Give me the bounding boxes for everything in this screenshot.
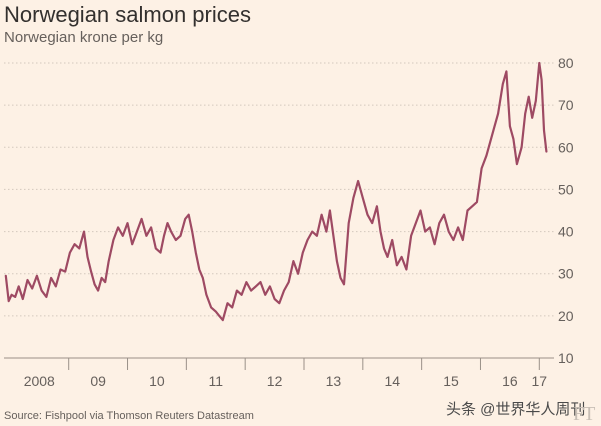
y-tick-label: 40 <box>558 224 574 240</box>
ft-logo: FT <box>573 403 595 425</box>
source-note: Source: Fishpool via Thomson Reuters Dat… <box>4 410 254 422</box>
x-tick-label: 17 <box>532 373 548 389</box>
watermark-text: 头条 @世界华人周刊 <box>446 401 586 418</box>
y-tick-label: 10 <box>558 350 574 366</box>
x-tick-label: 10 <box>149 373 165 389</box>
x-tick-label: 2008 <box>24 373 55 389</box>
chart-title: Norwegian salmon prices <box>4 2 251 27</box>
x-tick-label: 09 <box>90 373 106 389</box>
x-tick-label: 13 <box>326 373 342 389</box>
y-tick-label: 70 <box>558 97 574 113</box>
x-tick-label: 11 <box>208 373 223 389</box>
x-tick-label: 15 <box>443 373 459 389</box>
y-tick-label: 80 <box>558 55 574 71</box>
y-tick-label: 30 <box>558 266 574 282</box>
x-tick-label: 14 <box>384 373 400 389</box>
y-tick-label: 20 <box>558 308 574 324</box>
series-line <box>4 61 548 322</box>
chart-subtitle: Norwegian krone per kg <box>4 29 164 46</box>
y-tick-label: 50 <box>558 181 574 197</box>
x-tick-label: 16 <box>502 373 518 389</box>
x-tick-label: 12 <box>267 373 283 389</box>
y-tick-label: 60 <box>558 139 574 155</box>
